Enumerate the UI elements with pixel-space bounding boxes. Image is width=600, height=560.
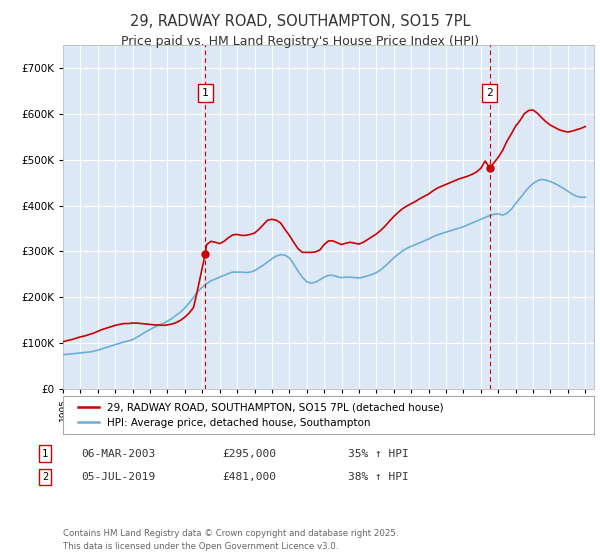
Text: 35% ↑ HPI: 35% ↑ HPI	[348, 449, 409, 459]
Text: 2: 2	[487, 88, 493, 98]
Text: Contains HM Land Registry data © Crown copyright and database right 2025.
This d: Contains HM Land Registry data © Crown c…	[63, 529, 398, 550]
Text: 38% ↑ HPI: 38% ↑ HPI	[348, 472, 409, 482]
Text: 2: 2	[42, 472, 48, 482]
Text: £481,000: £481,000	[222, 472, 276, 482]
Text: Price paid vs. HM Land Registry's House Price Index (HPI): Price paid vs. HM Land Registry's House …	[121, 35, 479, 48]
Text: £295,000: £295,000	[222, 449, 276, 459]
Text: 1: 1	[42, 449, 48, 459]
Text: 05-JUL-2019: 05-JUL-2019	[81, 472, 155, 482]
Legend: 29, RADWAY ROAD, SOUTHAMPTON, SO15 7PL (detached house), HPI: Average price, det: 29, RADWAY ROAD, SOUTHAMPTON, SO15 7PL (…	[74, 398, 448, 432]
Text: 1: 1	[202, 88, 209, 98]
Text: 29, RADWAY ROAD, SOUTHAMPTON, SO15 7PL: 29, RADWAY ROAD, SOUTHAMPTON, SO15 7PL	[130, 14, 470, 29]
Text: 06-MAR-2003: 06-MAR-2003	[81, 449, 155, 459]
